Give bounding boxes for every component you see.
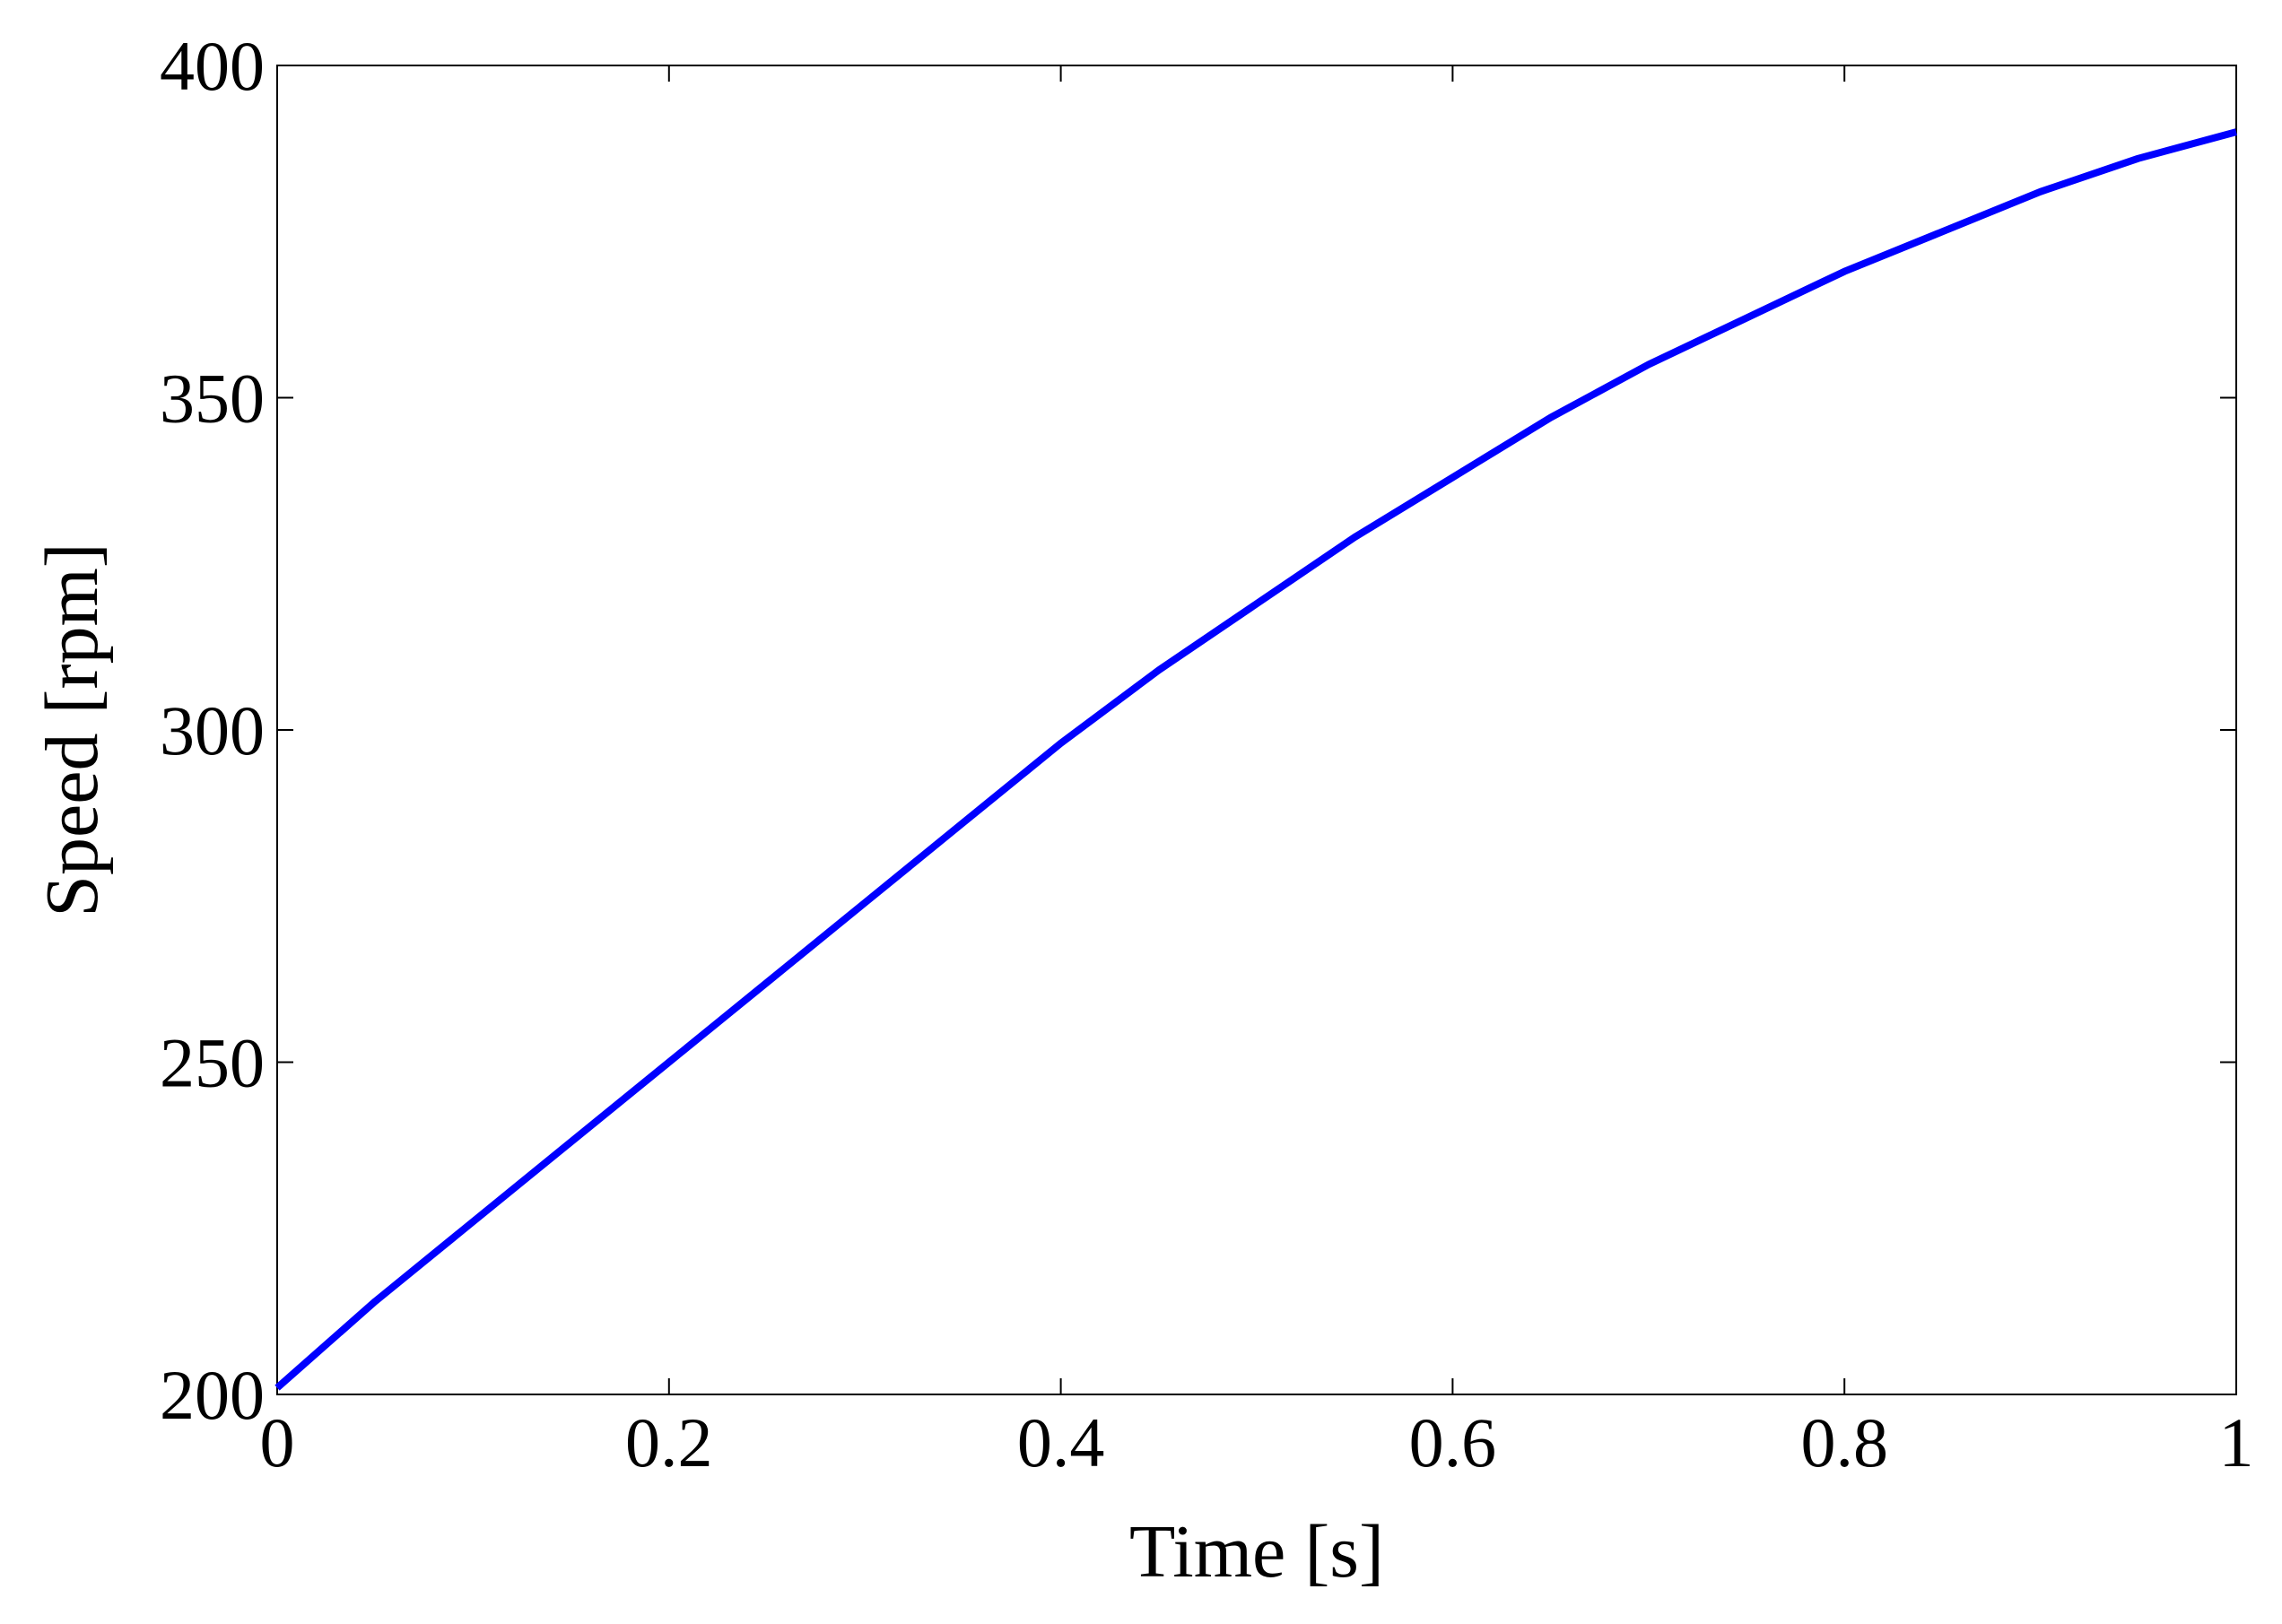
tick-labels: 0 0.2 0.4 0.6 0.8 1 200 250 300 350 400 xyxy=(160,27,2254,1481)
y-axis-title: Speed [rpm] xyxy=(30,543,114,917)
x-tick-label: 0 xyxy=(260,1403,295,1481)
x-tick-label: 0.4 xyxy=(1017,1403,1105,1481)
y-tick-label: 250 xyxy=(160,1024,265,1102)
x-tick-label: 1 xyxy=(2219,1403,2254,1481)
x-tick-label: 0.2 xyxy=(625,1403,713,1481)
y-tick-label: 400 xyxy=(160,27,265,105)
axis-ticks xyxy=(276,65,2237,1395)
series-line-0 xyxy=(274,128,2238,1391)
y-tick-label: 200 xyxy=(160,1356,265,1434)
y-tick-label: 350 xyxy=(160,360,265,438)
series-layer xyxy=(274,128,2238,1391)
y-tick-label: 300 xyxy=(160,691,265,769)
x-axis-title: Time [s] xyxy=(1129,1510,1384,1594)
x-tick-label: 0.8 xyxy=(1800,1403,1888,1481)
x-tick-label: 0.6 xyxy=(1409,1403,1497,1481)
